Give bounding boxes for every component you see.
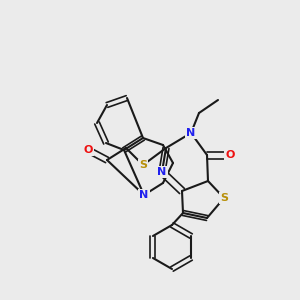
Text: S: S xyxy=(139,160,147,170)
Text: O: O xyxy=(83,145,93,155)
Text: N: N xyxy=(186,128,196,138)
Text: S: S xyxy=(220,193,228,203)
Text: O: O xyxy=(225,150,235,160)
Text: N: N xyxy=(140,190,148,200)
Text: N: N xyxy=(158,167,166,177)
